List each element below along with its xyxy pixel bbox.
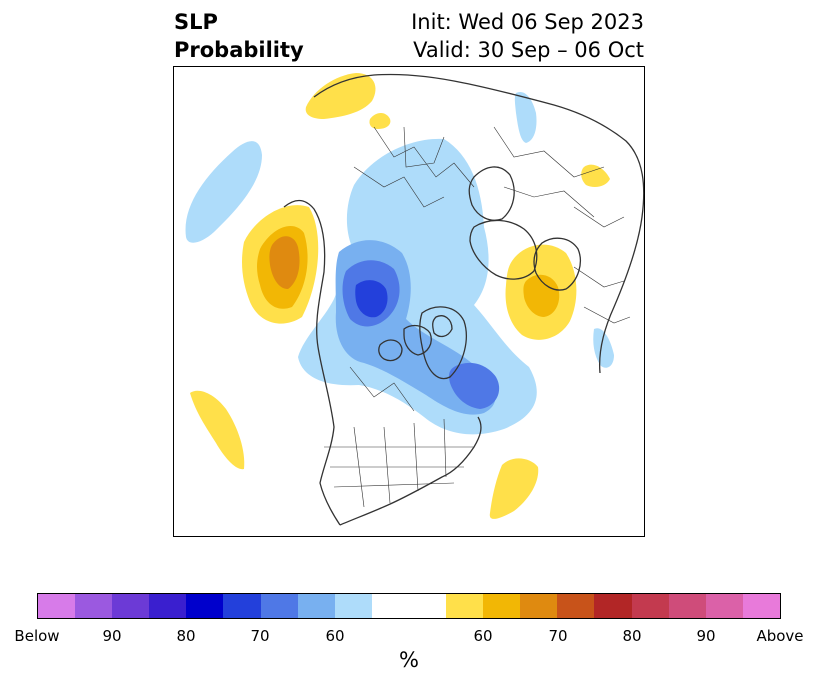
colorbar-swatch [260, 594, 298, 618]
coastlines [283, 73, 644, 526]
country-borders [324, 126, 631, 508]
map-panel [173, 66, 645, 537]
anomaly-eurasia-orange [523, 274, 560, 317]
title-line-2: Probability [174, 38, 304, 62]
anomaly-top-yellow [305, 73, 376, 119]
anomaly-right-yellow [581, 164, 610, 187]
colorbar-swatch [149, 594, 187, 618]
anomaly-blue-90 [355, 280, 388, 318]
colorbar-tick-above-90: 90 [696, 627, 716, 645]
colorbar-tick-below-80: 80 [176, 627, 196, 645]
colorbar-tick-below: Below [14, 627, 60, 645]
colorbar-swatch [112, 594, 150, 618]
colorbar-swatch [557, 594, 595, 618]
anomaly-arctic-blue-60 [298, 138, 537, 435]
colorbar-tick-above-70: 70 [548, 627, 568, 645]
colorbar-swatch [446, 594, 484, 618]
colorbar-tick-above-60: 60 [473, 627, 493, 645]
init-date: Init: Wed 06 Sep 2023 [411, 10, 644, 34]
colorbar-tick-below-60: 60 [325, 627, 345, 645]
colorbar-swatch [631, 594, 669, 618]
anomaly-blue-80-east [449, 362, 500, 409]
colorbar-swatch [408, 594, 447, 618]
anomaly-right-blue [593, 328, 614, 368]
colorbar-swatch [705, 594, 743, 618]
colorbar-unit-label: % [399, 648, 419, 672]
colorbar-tick-above: Above [756, 627, 804, 645]
colorbar-swatch [520, 594, 558, 618]
colorbar-swatch [594, 594, 632, 618]
colorbar-swatch [668, 594, 706, 618]
colorbar-tick-below-90: 90 [102, 627, 122, 645]
colorbar-swatch [223, 594, 261, 618]
colorbar-swatch [334, 594, 372, 618]
valid-range: Valid: 30 Sep – 06 Oct [413, 38, 644, 62]
probability-map [185, 73, 644, 526]
anomaly-topright-blue [514, 91, 537, 143]
colorbar-swatch [75, 594, 113, 618]
anomaly-pacific-orange-80 [269, 236, 300, 289]
colorbar-tick-above-80: 80 [622, 627, 642, 645]
map-title: SLP Probability [174, 8, 304, 64]
title-line-1: SLP [174, 10, 218, 34]
map-subtitle: Init: Wed 06 Sep 2023 Valid: 30 Sep – 06… [411, 8, 644, 64]
colorbar-swatch [483, 594, 521, 618]
colorbar-swatch [186, 594, 224, 618]
colorbar-swatch [38, 594, 76, 618]
anomaly-southeast-yellow [489, 458, 539, 519]
colorbar-tick-below-70: 70 [250, 627, 270, 645]
anomaly-top-yellow-small [369, 113, 391, 129]
colorbar [37, 593, 781, 619]
colorbar-swatch [742, 594, 780, 618]
colorbar-swatch [371, 594, 409, 618]
colorbar-swatch [297, 594, 335, 618]
anomaly-southwest-yellow [190, 390, 245, 470]
anomaly-pacific-blue [185, 141, 262, 243]
